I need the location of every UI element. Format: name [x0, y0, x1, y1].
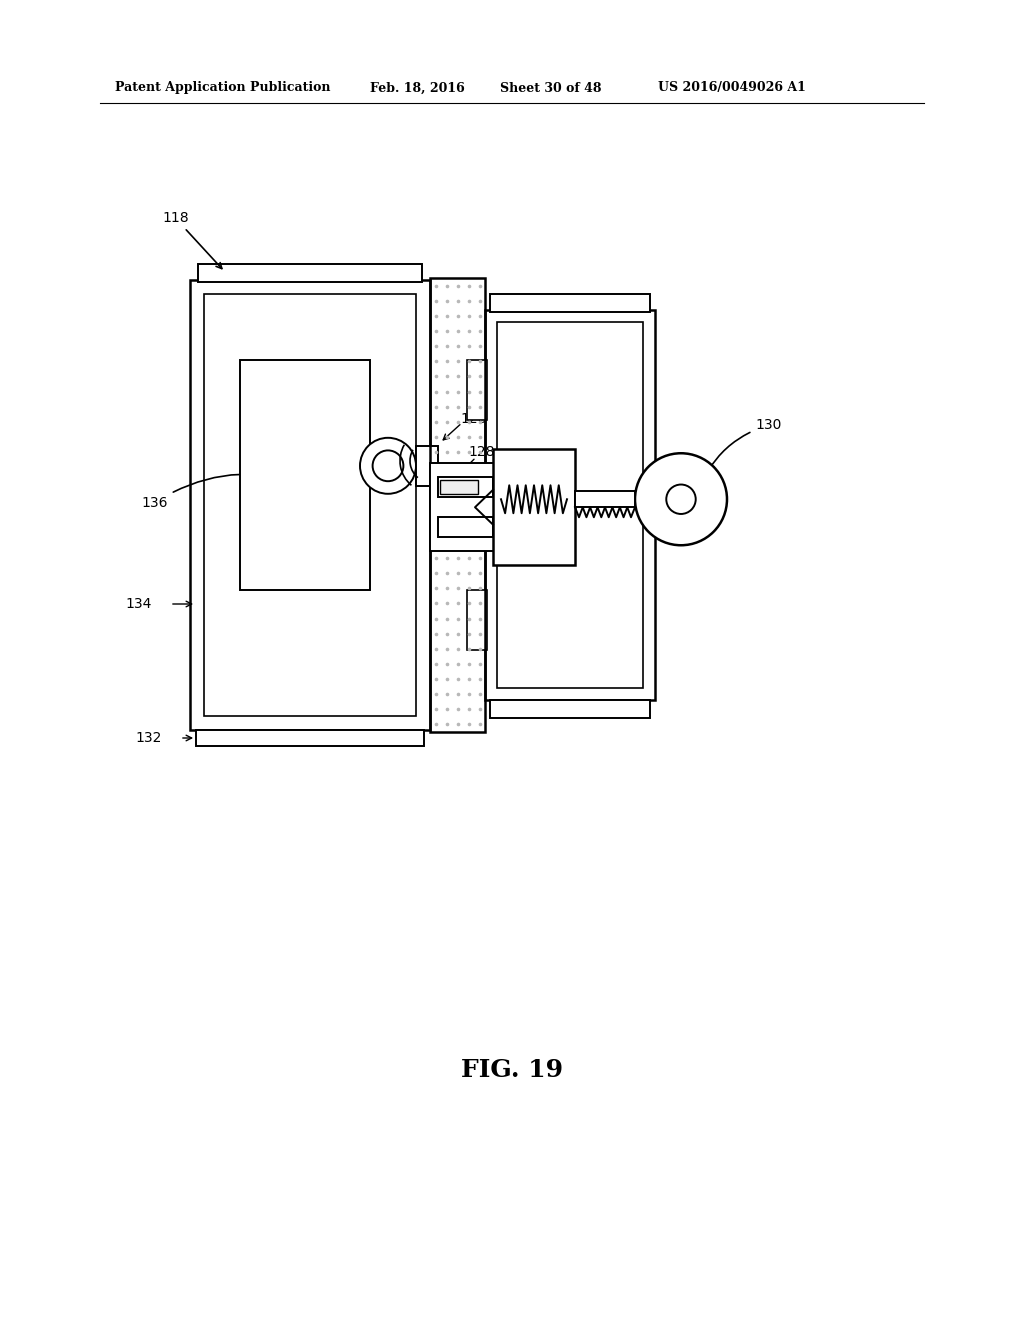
Text: 118: 118 [162, 211, 222, 268]
Bar [490, 294, 650, 312]
Bar [438, 517, 493, 537]
Bar [575, 491, 635, 507]
Text: Sheet 30 of 48: Sheet 30 of 48 [500, 82, 601, 95]
Bar [416, 446, 438, 486]
Text: 134: 134 [126, 597, 152, 611]
Bar [190, 280, 430, 730]
Bar [490, 700, 650, 718]
Text: 126: 126 [460, 412, 486, 426]
Bar [497, 322, 643, 688]
Text: 128: 128 [468, 445, 495, 459]
Bar [467, 590, 487, 649]
Bar [240, 360, 370, 590]
Text: US 2016/0049026 A1: US 2016/0049026 A1 [658, 82, 806, 95]
Bar [430, 463, 498, 552]
Bar [438, 478, 493, 498]
Bar [198, 264, 422, 282]
Text: FIG. 19: FIG. 19 [461, 1059, 563, 1082]
Circle shape [667, 484, 695, 513]
Circle shape [635, 453, 727, 545]
Bar [196, 730, 424, 746]
Text: Feb. 18, 2016: Feb. 18, 2016 [370, 82, 465, 95]
Text: Patent Application Publication: Patent Application Publication [115, 82, 331, 95]
Text: 132: 132 [135, 731, 162, 744]
Bar [485, 310, 655, 700]
Circle shape [373, 450, 403, 482]
Bar [430, 279, 485, 733]
Text: 136: 136 [141, 474, 309, 510]
Bar [493, 449, 575, 565]
Circle shape [360, 438, 416, 494]
Bar [467, 360, 487, 420]
Bar [440, 480, 478, 494]
Text: 130: 130 [709, 418, 781, 470]
Bar [204, 294, 416, 715]
